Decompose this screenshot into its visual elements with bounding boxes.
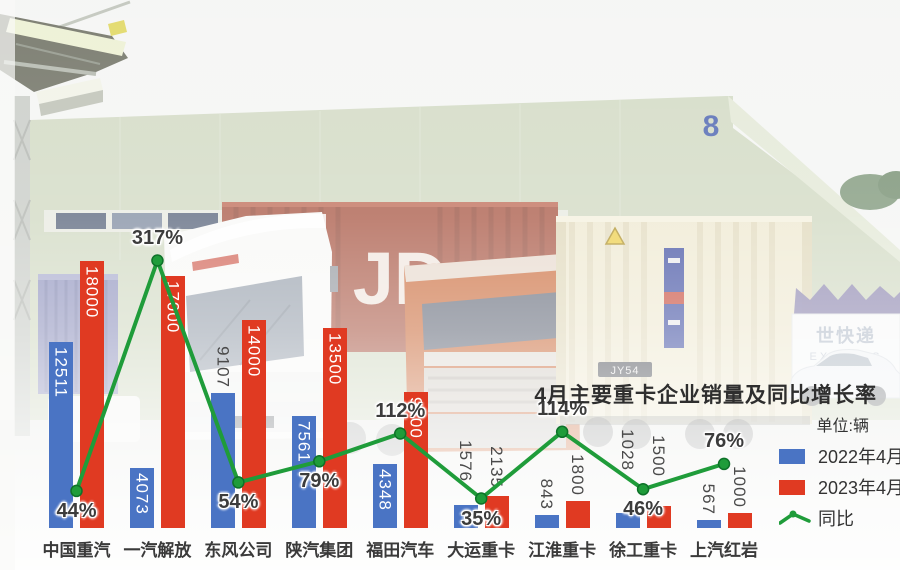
category-label-江淮重卡: 江淮重卡: [528, 541, 597, 560]
bar-value-label: 18000: [82, 266, 102, 319]
bar-value-label: 4348: [375, 469, 395, 511]
unit-label: 单位:辆: [816, 418, 869, 435]
bar-value-label: 1500: [649, 435, 669, 477]
bar-value-label: 1576: [456, 440, 476, 482]
bar-2022年4月-大运重卡: [453, 505, 478, 528]
legend: 2022年4月 2023年4月 同比: [779, 447, 900, 540]
bar-value-label: 567: [699, 483, 719, 515]
category-label-大运重卡: 大运重卡: [447, 541, 516, 560]
bar-2023年4月-徐工重卡: [646, 506, 671, 528]
bar-value-label: 843: [537, 478, 557, 510]
legend-row-yoy: 同比: [779, 509, 900, 529]
bar-value-label: 14000: [244, 325, 264, 378]
legend-swatch-2023: [779, 479, 805, 495]
bar-value-label: 1000: [730, 466, 750, 508]
legend-line-icon: [779, 510, 811, 525]
bar-2023年4月-江淮重卡: [565, 501, 590, 528]
growth-rate-label: 76%: [704, 429, 745, 452]
category-label-中国重汽: 中国重汽: [42, 541, 111, 560]
growth-rate-label: 44%: [56, 499, 97, 522]
bar-2022年4月-中国重汽: [49, 342, 73, 528]
bar-2022年4月-徐工重卡: [615, 513, 640, 528]
legend-label-2022: 2022年4月: [818, 447, 900, 467]
growth-rate-label: 46%: [623, 498, 664, 521]
growth-rate-label: 54%: [218, 491, 259, 514]
category-label-福田汽车: 福田汽车: [366, 541, 435, 560]
legend-label-yoy: 同比: [818, 509, 854, 529]
category-label-上汽红岩: 上汽红岩: [690, 541, 759, 560]
bar-value-label: 1028: [618, 429, 638, 471]
legend-row-2023: 2023年4月: [779, 478, 900, 498]
growth-rate-label: 79%: [299, 470, 340, 493]
bar-value-label: 7561: [294, 421, 314, 463]
category-label-徐工重卡: 徐工重卡: [609, 541, 678, 560]
bar-2023年4月-大运重卡: [484, 496, 509, 528]
bar-value-label: 4073: [132, 473, 152, 515]
chart-title: 4月主要重卡企业销量及同比增长率: [534, 384, 877, 407]
bar-2023年4月-上汽红岩: [727, 513, 752, 528]
bar-value-label: 13500: [325, 333, 345, 386]
legend-swatch-2022: [779, 448, 805, 464]
legend-row-2022: 2022年4月: [779, 447, 900, 467]
bar-value-label: 12511: [51, 347, 71, 399]
growth-rate-label: 35%: [461, 507, 502, 530]
bar-value-label: 1800: [568, 454, 588, 496]
growth-rate-label: 112%: [375, 399, 426, 422]
bar-2022年4月-上汽红岩: [696, 520, 721, 528]
bar-value-label: 17000: [163, 281, 183, 334]
left-margin: [0, 0, 15, 570]
category-label-陕汽集团: 陕汽集团: [285, 541, 354, 560]
category-label-东风公司: 东风公司: [204, 541, 273, 560]
bar-value-label: 9107: [213, 346, 233, 388]
bar-value-label: 2135: [487, 446, 507, 488]
legend-label-2023: 2023年4月: [818, 478, 900, 498]
bar-2022年4月-江淮重卡: [534, 515, 559, 528]
category-label-一汽解放: 一汽解放: [123, 541, 192, 560]
growth-rate-label: 317%: [131, 226, 184, 249]
